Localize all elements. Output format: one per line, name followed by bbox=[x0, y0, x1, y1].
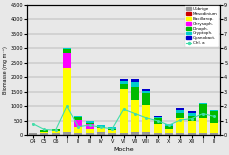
Bar bbox=[187, 116, 195, 121]
Bar bbox=[40, 130, 48, 131]
Bar bbox=[164, 126, 172, 129]
Bar bbox=[96, 125, 104, 127]
Bar bbox=[198, 104, 206, 118]
Bar bbox=[153, 118, 161, 124]
X-axis label: Moche: Moche bbox=[113, 147, 133, 152]
Bar bbox=[130, 100, 138, 132]
Bar bbox=[29, 133, 37, 135]
Bar bbox=[51, 133, 59, 135]
Bar bbox=[209, 111, 217, 123]
Bar bbox=[63, 68, 71, 132]
Bar bbox=[142, 89, 150, 91]
Bar bbox=[175, 113, 183, 118]
Bar bbox=[187, 111, 195, 113]
Bar bbox=[175, 110, 183, 113]
Bar bbox=[74, 117, 82, 120]
Bar bbox=[74, 133, 82, 135]
Bar bbox=[51, 129, 59, 131]
Bar bbox=[96, 127, 104, 128]
Bar bbox=[175, 108, 183, 110]
Y-axis label: Biomasse (mg m⁻³): Biomasse (mg m⁻³) bbox=[3, 46, 8, 94]
Bar bbox=[187, 133, 195, 135]
Bar bbox=[119, 89, 127, 133]
Bar bbox=[142, 93, 150, 105]
Bar bbox=[63, 48, 71, 49]
Bar bbox=[209, 133, 217, 135]
Bar bbox=[74, 116, 82, 117]
Bar bbox=[209, 110, 217, 111]
Legend: Uübrige, Mesodinium, Bacillarop., Chrysoph., Dinoph., Cryptoph., Cyanobact., Chl: Uübrige, Mesodinium, Bacillarop., Chryso… bbox=[184, 6, 218, 47]
Bar bbox=[108, 127, 116, 129]
Bar bbox=[209, 123, 217, 133]
Bar bbox=[164, 129, 172, 133]
Bar bbox=[164, 124, 172, 126]
Bar bbox=[130, 79, 138, 82]
Bar bbox=[175, 133, 183, 135]
Bar bbox=[130, 82, 138, 87]
Bar bbox=[187, 113, 195, 116]
Bar bbox=[130, 132, 138, 135]
Bar bbox=[198, 118, 206, 133]
Bar bbox=[63, 53, 71, 68]
Bar bbox=[153, 124, 161, 133]
Bar bbox=[74, 127, 82, 133]
Bar bbox=[63, 49, 71, 53]
Bar bbox=[119, 133, 127, 135]
Bar bbox=[187, 121, 195, 133]
Bar bbox=[164, 133, 172, 135]
Bar bbox=[153, 133, 161, 135]
Bar bbox=[119, 79, 127, 81]
Bar bbox=[175, 118, 183, 133]
Bar bbox=[108, 129, 116, 130]
Bar bbox=[85, 123, 93, 124]
Bar bbox=[63, 132, 71, 135]
Bar bbox=[142, 91, 150, 93]
Bar bbox=[85, 124, 93, 129]
Bar bbox=[96, 132, 104, 135]
Bar bbox=[51, 131, 59, 133]
Bar bbox=[108, 130, 116, 133]
Bar bbox=[85, 121, 93, 123]
Bar bbox=[85, 133, 93, 135]
Bar bbox=[198, 133, 206, 135]
Bar bbox=[85, 129, 93, 133]
Bar bbox=[108, 133, 116, 135]
Bar bbox=[119, 81, 127, 84]
Bar bbox=[198, 102, 206, 104]
Bar bbox=[153, 117, 161, 118]
Bar bbox=[96, 128, 104, 132]
Bar bbox=[142, 132, 150, 135]
Bar bbox=[153, 116, 161, 117]
Bar bbox=[142, 105, 150, 132]
Bar bbox=[40, 133, 48, 135]
Bar bbox=[74, 120, 82, 127]
Bar bbox=[119, 84, 127, 89]
Bar bbox=[130, 87, 138, 100]
Bar bbox=[40, 131, 48, 133]
